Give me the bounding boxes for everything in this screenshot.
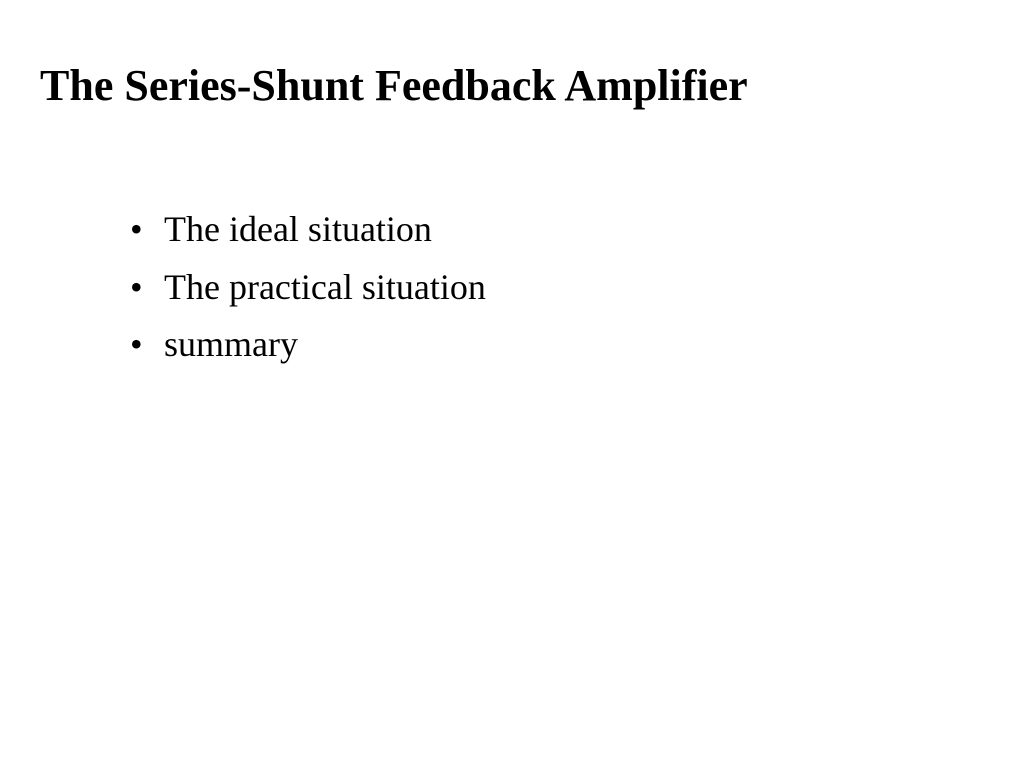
slide-title: The Series-Shunt Feedback Amplifier [40,60,984,111]
list-item: The ideal situation [130,201,984,259]
bullet-list: The ideal situation The practical situat… [40,201,984,374]
list-item: The practical situation [130,259,984,317]
slide-container: The Series-Shunt Feedback Amplifier The … [0,0,1024,768]
list-item: summary [130,316,984,374]
